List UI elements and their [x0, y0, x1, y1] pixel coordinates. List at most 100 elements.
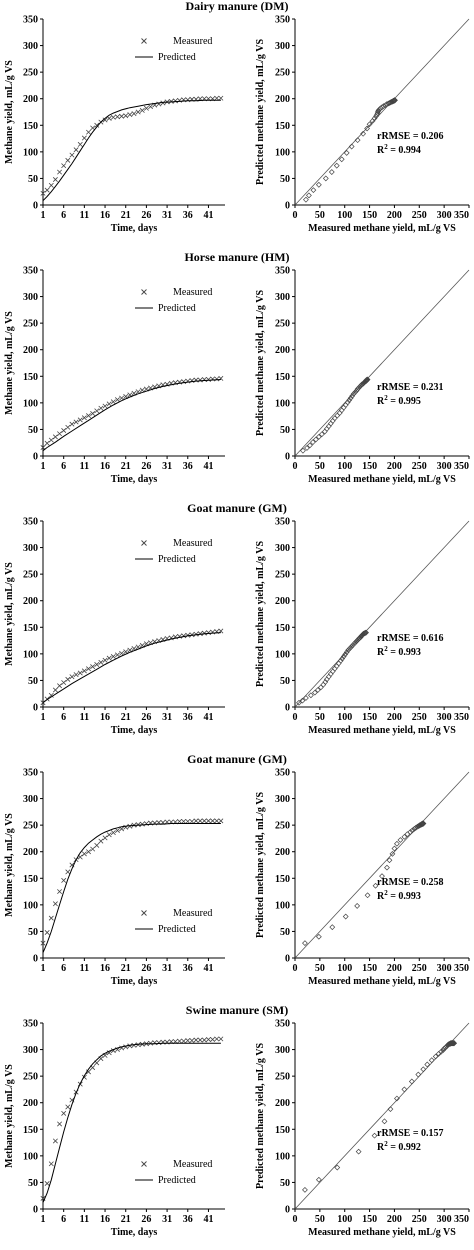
- x-axis-label: Measured methane yield, mL/g VS: [308, 1227, 456, 1238]
- legend-marker-measured: [141, 38, 147, 44]
- scatter-point: [310, 439, 316, 446]
- y-tick-label: 200: [275, 345, 290, 356]
- x-tick-label: 41: [203, 712, 213, 723]
- scatter-point: [350, 390, 357, 397]
- scatter-point: [379, 873, 385, 880]
- scatter-point: [407, 829, 414, 835]
- scatter-point: [392, 97, 398, 104]
- measured-point: [48, 692, 54, 698]
- measured-point: [127, 1043, 133, 1049]
- y-tick-label: 50: [280, 676, 290, 687]
- scatter-point: [331, 665, 338, 672]
- x-tick-label: 100: [337, 963, 352, 974]
- x-axis-label: Measured methane yield, mL/g VS: [308, 223, 456, 234]
- scatter-point: [391, 845, 398, 852]
- y-tick-label: 50: [28, 1178, 38, 1189]
- y-tick-label: 300: [23, 41, 38, 52]
- measured-point: [114, 114, 120, 120]
- measured-point: [185, 632, 191, 638]
- measured-point: [119, 113, 125, 119]
- scatter-point: [338, 407, 345, 414]
- measured-point: [193, 1037, 199, 1043]
- scatter-point: [343, 150, 350, 156]
- scatter-point: [346, 397, 353, 404]
- scatter-point: [391, 97, 398, 104]
- scatter-point: [314, 687, 321, 693]
- predicted-line: [42, 99, 221, 202]
- measured-point: [65, 1104, 71, 1110]
- measured-point: [131, 1042, 137, 1048]
- scatter-point: [311, 689, 318, 696]
- y-tick-label: 350: [275, 15, 290, 26]
- x-tick-label: 6: [61, 210, 66, 221]
- legend-label-measured: Measured: [173, 287, 212, 298]
- measured-point: [81, 668, 87, 674]
- measured-point: [77, 141, 83, 147]
- scatter-point: [412, 824, 419, 831]
- y-tick-label: 50: [28, 927, 38, 938]
- measured-point: [52, 901, 58, 907]
- y-tick-label: 150: [23, 121, 38, 132]
- measured-point: [152, 1040, 158, 1046]
- scatter-point: [352, 389, 359, 396]
- measured-point: [57, 1121, 63, 1127]
- y-tick-label: 0: [285, 954, 290, 965]
- scatter-chart: 0050501001001501502002002502503003003503…: [255, 517, 470, 736]
- y-tick-label: 50: [280, 927, 290, 938]
- x-tick-label: 0: [293, 461, 298, 472]
- measured-point: [86, 849, 91, 855]
- scatter-point: [344, 399, 351, 406]
- measured-point: [197, 377, 203, 383]
- legend-marker-measured: [141, 540, 147, 546]
- measured-point: [114, 827, 120, 833]
- measured-point: [135, 109, 141, 115]
- measured-point: [214, 95, 220, 101]
- y-tick-label: 100: [275, 1151, 290, 1162]
- measured-point: [61, 877, 67, 883]
- x-tick-label: 300: [437, 210, 452, 221]
- scatter-point: [312, 436, 319, 443]
- scatter-point: [343, 649, 350, 656]
- x-tick-label: 6: [61, 963, 66, 974]
- x-tick-label: 150: [362, 963, 377, 974]
- measured-point: [86, 129, 91, 135]
- measured-point: [205, 1036, 211, 1042]
- measured-point: [210, 1036, 216, 1042]
- x-tick-label: 26: [141, 210, 151, 221]
- predicted-line: [42, 632, 221, 704]
- scatter-point: [355, 1148, 362, 1155]
- scatter-point: [322, 175, 329, 182]
- measured-point: [90, 125, 96, 131]
- measured-point: [214, 1036, 220, 1042]
- y-tick-label: 0: [33, 201, 38, 212]
- measured-point: [90, 664, 96, 670]
- measured-point: [106, 1050, 112, 1056]
- scatter-point: [328, 169, 335, 175]
- y-tick-label: 250: [23, 570, 38, 581]
- y-axis-label: Predicted methane yield, mL/g VS: [255, 792, 266, 938]
- measured-point: [110, 830, 116, 836]
- y-tick-label: 350: [23, 517, 38, 528]
- scatter-point: [342, 913, 349, 920]
- y-tick-label: 0: [33, 703, 38, 714]
- measured-point: [201, 818, 207, 824]
- measured-point: [205, 818, 211, 824]
- scatter-point: [334, 412, 341, 419]
- y-tick-label: 200: [23, 94, 38, 105]
- measured-point: [86, 1069, 91, 1075]
- measured-point: [185, 1038, 191, 1044]
- rrmse-label: rRMSE = 0.157: [377, 1128, 444, 1139]
- legend-label-predicted: Predicted: [158, 303, 196, 314]
- y-tick-label: 150: [23, 1125, 38, 1136]
- measured-point: [94, 842, 100, 848]
- scatter-point: [329, 418, 336, 424]
- r2-label: R2 = 0.993: [377, 889, 421, 902]
- measured-point: [127, 112, 133, 118]
- scatter-chart: 0050501001001501502002002502503003003503…: [255, 1019, 470, 1238]
- scatter-point: [302, 940, 308, 947]
- x-tick-label: 50: [315, 712, 325, 723]
- measured-point: [110, 399, 116, 405]
- scatter-point: [394, 840, 400, 847]
- panel-title: Goat manure (GM): [187, 752, 287, 766]
- x-tick-label: 21: [121, 712, 131, 723]
